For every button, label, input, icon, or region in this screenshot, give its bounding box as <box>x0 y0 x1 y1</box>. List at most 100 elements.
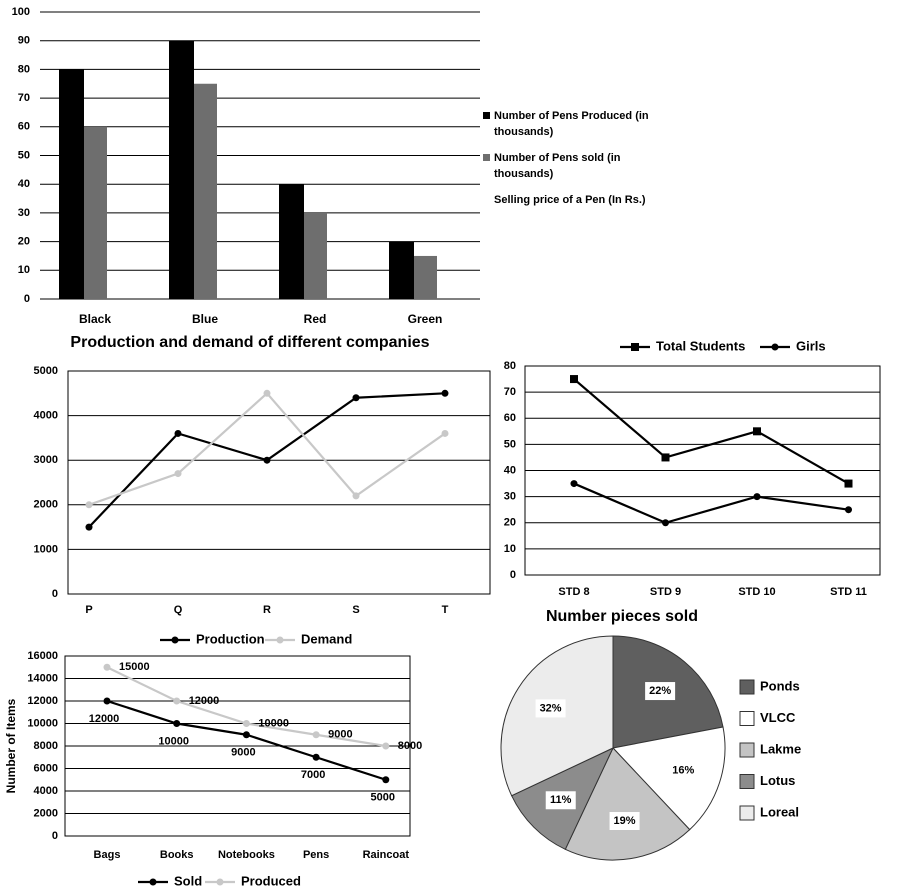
data-label: 11% <box>550 794 572 806</box>
y-tick-label: 70 <box>18 92 30 104</box>
data-label: 10000 <box>258 717 289 729</box>
data-point <box>845 506 852 514</box>
x-tick-label: Notebooks <box>218 849 275 861</box>
y-tick-label: 80 <box>18 63 30 75</box>
plot-border <box>524 365 881 576</box>
x-tick-label: R <box>263 604 271 616</box>
legend-label: Loreal <box>760 804 799 819</box>
data-point <box>85 523 93 531</box>
legend-label: Produced <box>241 873 301 888</box>
y-tick-label: 40 <box>504 464 516 476</box>
y-tick-label: 14000 <box>27 672 58 684</box>
data-label: 19% <box>614 815 636 827</box>
data-point <box>382 776 390 784</box>
legend-label: Selling price of a Pen (In Rs.) <box>494 194 646 206</box>
data-point <box>173 697 181 705</box>
x-tick-label: P <box>85 604 92 616</box>
data-point <box>570 480 578 488</box>
legend-swatch <box>739 805 755 821</box>
data-point <box>753 427 761 436</box>
y-tick-label: 8000 <box>34 740 58 752</box>
bar <box>279 184 304 299</box>
y-tick-label: 10 <box>504 543 516 555</box>
label-box <box>668 761 699 780</box>
y-tick-label: 0 <box>52 830 58 842</box>
x-tick-label: STD 11 <box>830 586 867 598</box>
y-tick-label: 50 <box>504 438 516 450</box>
data-point <box>844 479 853 488</box>
legend-label: Number of Pens Produced (in thousands) <box>494 110 649 138</box>
x-tick-label: STD 10 <box>738 586 775 598</box>
data-label: 15000 <box>119 661 150 673</box>
legend-marker <box>631 343 639 351</box>
legend-marker <box>771 343 779 351</box>
y-tick-label: 60 <box>504 412 516 424</box>
legend-marker <box>216 878 224 886</box>
pie-slice <box>564 747 691 861</box>
y-tick-label: 10000 <box>27 717 58 729</box>
y-tick-label: 2000 <box>34 499 58 511</box>
x-tick-label: Black <box>79 312 111 326</box>
legend-item: Number of Pens sold (in thousands) <box>483 150 663 182</box>
x-tick-label: STD 9 <box>650 586 681 598</box>
x-tick-label: STD 8 <box>558 586 589 598</box>
data-point <box>174 470 182 478</box>
data-point <box>103 697 111 705</box>
data-label: 16% <box>672 765 694 777</box>
y-tick-label: 50 <box>18 149 30 161</box>
data-label: 32% <box>540 702 562 714</box>
data-label: 8000 <box>398 740 422 752</box>
legend-label: Ponds <box>760 678 800 693</box>
legend-label: Total Students <box>656 338 745 353</box>
legend-label: Production <box>196 631 265 646</box>
bar <box>389 241 414 299</box>
y-tick-label: 90 <box>18 35 30 47</box>
bar <box>169 40 194 299</box>
data-point <box>174 429 182 437</box>
data-point <box>242 731 250 739</box>
label-box <box>609 812 640 831</box>
x-tick-label: Books <box>160 849 194 861</box>
series-line <box>573 482 849 524</box>
legend-swatch <box>739 679 755 695</box>
legend-swatch <box>483 154 490 161</box>
legend-swatch <box>739 742 755 758</box>
data-point <box>441 429 449 437</box>
legend-marker <box>149 878 157 886</box>
y-tick-label: 4000 <box>34 410 58 422</box>
data-label: 5000 <box>371 792 395 804</box>
data-point <box>312 731 320 739</box>
plot-border <box>64 655 411 837</box>
legend-label: Lotus <box>760 773 795 788</box>
legend-item: Selling price of a Pen (In Rs.) <box>483 192 663 208</box>
legend-item: Number of Pens Produced (in thousands) <box>483 108 663 140</box>
y-tick-label: 70 <box>504 386 516 398</box>
x-tick-label: Green <box>408 312 443 326</box>
legend-label: Sold <box>174 873 202 888</box>
y-tick-label: 16000 <box>27 650 58 662</box>
x-tick-label: Red <box>304 312 327 326</box>
data-point <box>312 753 320 761</box>
data-point <box>661 453 670 462</box>
data-point <box>242 720 250 727</box>
label-box <box>535 699 566 718</box>
data-point <box>263 456 271 464</box>
data-point <box>570 375 578 384</box>
chart-title: Number pieces sold <box>546 608 698 625</box>
bar <box>414 255 437 299</box>
y-tick-label: 20 <box>504 517 516 529</box>
bar <box>304 212 327 299</box>
y-tick-label: 6000 <box>34 762 58 774</box>
data-point <box>263 389 271 397</box>
legend-label: VLCC <box>760 710 796 725</box>
y-tick-label: 60 <box>18 121 30 133</box>
bar <box>84 126 107 299</box>
y-tick-label: 20 <box>18 236 30 248</box>
legend-swatch <box>739 711 755 726</box>
x-tick-label: Pens <box>303 849 329 861</box>
data-point <box>662 519 669 527</box>
x-tick-label: Q <box>174 604 183 616</box>
legend-label: Number of Pens sold (in thousands) <box>494 152 621 180</box>
y-tick-label: 4000 <box>34 785 58 797</box>
